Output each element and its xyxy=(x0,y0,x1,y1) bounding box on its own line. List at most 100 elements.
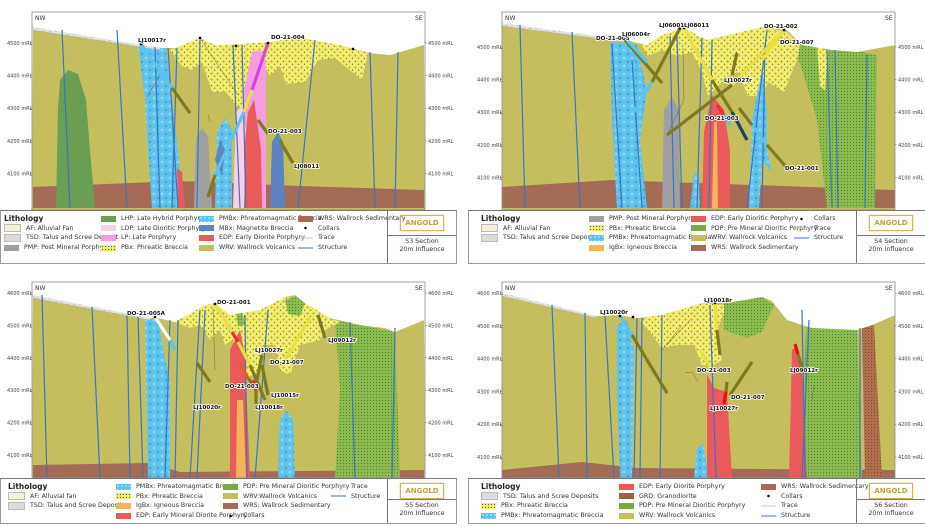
drill-hole-segment xyxy=(715,104,726,116)
drill-hole-segment xyxy=(625,38,649,64)
title-block: ANGOLD S6 Section 20m Influence xyxy=(856,479,925,523)
legend-item-structure: Structure xyxy=(794,233,843,243)
drill-hole[interactable] xyxy=(195,362,212,383)
structure-line xyxy=(137,316,144,478)
structure-line xyxy=(571,31,581,209)
drill-hole-label: LJ10020r xyxy=(193,405,221,411)
legend-label: TSD: Talus and Scree Deposit xyxy=(26,234,119,242)
drill-hole[interactable] xyxy=(730,52,739,76)
drill-hole-label: LJ10017r xyxy=(138,38,166,44)
structure-line xyxy=(696,37,703,209)
drill-hole[interactable] xyxy=(682,27,749,141)
legend-label: Collars xyxy=(814,215,836,223)
drill-hole[interactable] xyxy=(153,316,177,351)
drill-hole[interactable] xyxy=(632,27,682,113)
drill-hole[interactable] xyxy=(256,119,270,135)
section-panel-2: DO-21-005 LJ06004r LJ06001r LJ08011 DO-21-00… xyxy=(462,0,925,264)
legend-label: Structure xyxy=(814,234,844,242)
elevation-tick-right: 4400 mRL xyxy=(428,74,454,80)
drill-hole[interactable] xyxy=(722,381,729,405)
title-block: ANGOLD S4 Section 20m Influence xyxy=(856,211,925,263)
drill-hole[interactable] xyxy=(278,140,295,164)
drill-hole-segment xyxy=(256,119,270,135)
drill-hole-label: DO-21-007 xyxy=(731,395,765,401)
elevation-tick-left: 4100 mRL xyxy=(7,171,33,177)
legend-item-edp: EDP: Early Diorite Porphyry xyxy=(619,482,745,492)
drill-hole[interactable] xyxy=(625,38,649,64)
wrs-wallrock-sedimentary-body xyxy=(33,463,424,478)
drill-hole[interactable] xyxy=(316,314,327,339)
elevation-tick-left: 4500 mRL xyxy=(7,323,33,329)
influence-text: 20m Influence xyxy=(399,510,445,517)
pmp-post-mineral-porphyry-body xyxy=(662,97,680,208)
legend-label: PDP: Pre Mineral Dioritic Porphyry xyxy=(243,483,350,491)
legend-item-tsd: TSD: Talus and Scree Deposits xyxy=(481,233,598,243)
igbx-swatch-icon xyxy=(589,244,604,251)
title-block: ANGOLD S3 Section 20m Influence xyxy=(387,211,456,263)
pdp-swatch-icon xyxy=(619,502,634,509)
drill-hole-label: LJ10018r xyxy=(255,405,283,411)
drill-hole[interactable] xyxy=(260,364,270,396)
pmbx-phreatomagmatic-breccia-body xyxy=(145,318,170,478)
trace-line xyxy=(144,74,161,101)
drill-hole-segment xyxy=(750,124,769,146)
lp-swatch-icon xyxy=(101,234,116,241)
legend-item-wrs: WRS: Wallrock Sedimentary xyxy=(298,214,406,224)
drill-hole-segment xyxy=(213,303,234,333)
collar-marker xyxy=(682,26,686,30)
elevation-tick-left: 4300 mRL xyxy=(477,389,503,395)
legend-label: TSD: Talus and Scree Deposits xyxy=(30,502,126,510)
cross-section-diagram: DO-21-005A DO-21-001 LJ10027r DO-21-007 LJ09… xyxy=(7,281,454,479)
drill-hole-segment xyxy=(793,343,800,355)
drill-hole-segment xyxy=(710,79,734,113)
drill-hole[interactable] xyxy=(206,42,270,198)
section-name: S6 Section xyxy=(874,502,908,509)
drill-hole[interactable] xyxy=(715,104,732,126)
drill-hole-segment xyxy=(316,314,327,339)
drill-hole[interactable] xyxy=(760,29,786,61)
wrs-swatch-icon xyxy=(761,483,776,490)
legend-item-wrv: WRV: Wallrock Volcanics xyxy=(619,511,745,521)
drill-hole-segment xyxy=(632,81,654,113)
drill-hole[interactable] xyxy=(713,302,722,356)
legend-title: Lithology xyxy=(481,482,521,492)
elevation-tick-right: 4500 mRL xyxy=(898,324,924,330)
pdp-pre-mineral-dioritic-porphyry-body xyxy=(802,320,862,478)
legend-label: EDP: Early Diorite Porphyry xyxy=(639,483,725,491)
legend-label: Structure xyxy=(351,492,381,500)
drill-hole-label: LJ10027r xyxy=(255,348,283,354)
drill-hole[interactable] xyxy=(139,43,192,114)
drill-hole[interactable] xyxy=(737,107,789,170)
cross-section-diagram: LJ10017r DO-21-004 DO-21-003 LJ08011 NW SE 450… xyxy=(7,11,454,211)
drill-hole-segment xyxy=(139,43,174,89)
drill-hole[interactable] xyxy=(793,343,804,369)
legend: Lithology AF: Alluvial Fan TSD: Talus and … xyxy=(0,210,457,264)
elevation-tick-right: 4300 mRL xyxy=(898,110,924,116)
wrv-swatch-icon xyxy=(199,244,214,251)
legend-column: Lithology AF: Alluvial Fan TSD: Talus and … xyxy=(481,214,598,243)
legend-column: EDP: Early Dioritic Porphyry PDP: Pre Min… xyxy=(691,214,817,252)
structure-line xyxy=(801,309,806,478)
elevation-tick-left: 4600 mRL xyxy=(477,291,503,297)
drill-hole[interactable] xyxy=(728,361,754,396)
legend-label: WRS: Wallrock Sedimentary xyxy=(711,244,799,252)
drill-hole[interactable] xyxy=(251,379,258,405)
legend-item-pbx: PBx: Phreatic Breccia xyxy=(589,224,712,234)
legend-title: Lithology xyxy=(481,214,521,224)
drill-hole-label: LJ09012r xyxy=(328,338,356,344)
legend-item-wrv: WRV: Wallrock Volcanics xyxy=(199,243,322,253)
structure-swatch-icon xyxy=(298,244,313,251)
structure-line xyxy=(391,327,396,478)
structure-line xyxy=(349,321,356,478)
legend-column: PMP: Post Mineral Porphyry PBx: Phreatic … xyxy=(589,214,712,252)
drill-hole[interactable] xyxy=(698,349,712,368)
pdp-pre-mineral-dioritic-porphyry-body xyxy=(236,310,245,326)
pdp-pre-mineral-dioritic-porphyry-body xyxy=(285,296,305,316)
mbx-magnetite-breccia-body xyxy=(215,140,225,175)
drill-hole[interactable] xyxy=(618,315,669,394)
collar-marker xyxy=(153,315,157,319)
legend-label: Trace xyxy=(318,234,335,242)
trace-swatch-icon xyxy=(794,225,809,232)
drill-hole[interactable] xyxy=(283,317,312,361)
drill-hole[interactable] xyxy=(253,354,264,391)
